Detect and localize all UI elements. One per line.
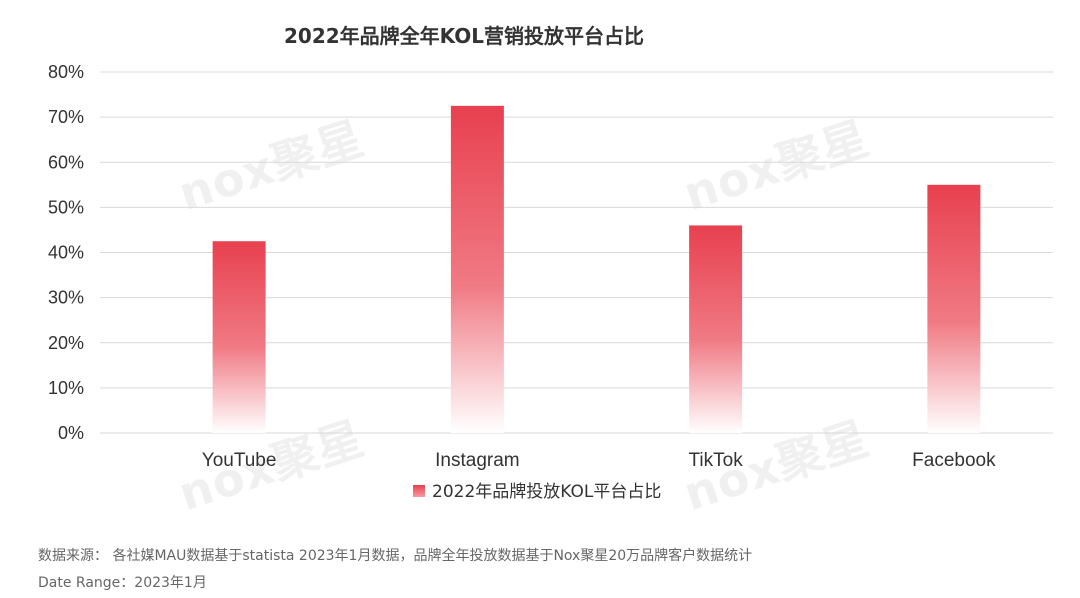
y-axis-ticks: 0% 10% 20% 30% 40% 50% 60% 70% 80% (48, 62, 84, 443)
y-tick-label: 10% (48, 378, 84, 398)
x-tick-label: YouTube (202, 450, 277, 471)
y-tick-label: 70% (48, 107, 84, 127)
y-tick-label: 30% (48, 288, 84, 308)
y-tick-label: 50% (48, 197, 84, 217)
x-axis-labels: YouTube Instagram TikTok Facebook (202, 450, 996, 471)
source-note: 数据来源： 各社媒MAU数据基于statista 2023年1月数据，品牌全年投… (38, 548, 753, 564)
y-tick-label: 20% (48, 333, 84, 353)
bar-instagram (450, 105, 504, 433)
y-tick-label: 0% (58, 423, 84, 443)
date-range: Date Range：2023年1月 (38, 575, 207, 591)
x-tick-label: Instagram (435, 450, 519, 471)
bar-facebook (927, 184, 981, 433)
x-tick-label: Facebook (912, 450, 996, 471)
y-tick-label: 80% (48, 62, 84, 82)
bars (212, 105, 981, 433)
legend-swatch (413, 485, 425, 497)
y-tick-label: 60% (48, 152, 84, 172)
bar-youtube (212, 241, 266, 433)
x-tick-label: TikTok (689, 450, 744, 471)
chart-title: 2022年品牌全年KOL营销投放平台占比 (284, 24, 644, 48)
y-tick-label: 40% (48, 243, 84, 263)
legend-label: 2022年品牌投放KOL平台占比 (432, 482, 661, 502)
bar-tiktok (689, 225, 743, 433)
legend: 2022年品牌投放KOL平台占比 (413, 482, 661, 502)
bar-chart: 2022年品牌全年KOL营销投放平台占比 0% 10% 20% 30% 40% 50% 60… (48, 24, 1053, 502)
